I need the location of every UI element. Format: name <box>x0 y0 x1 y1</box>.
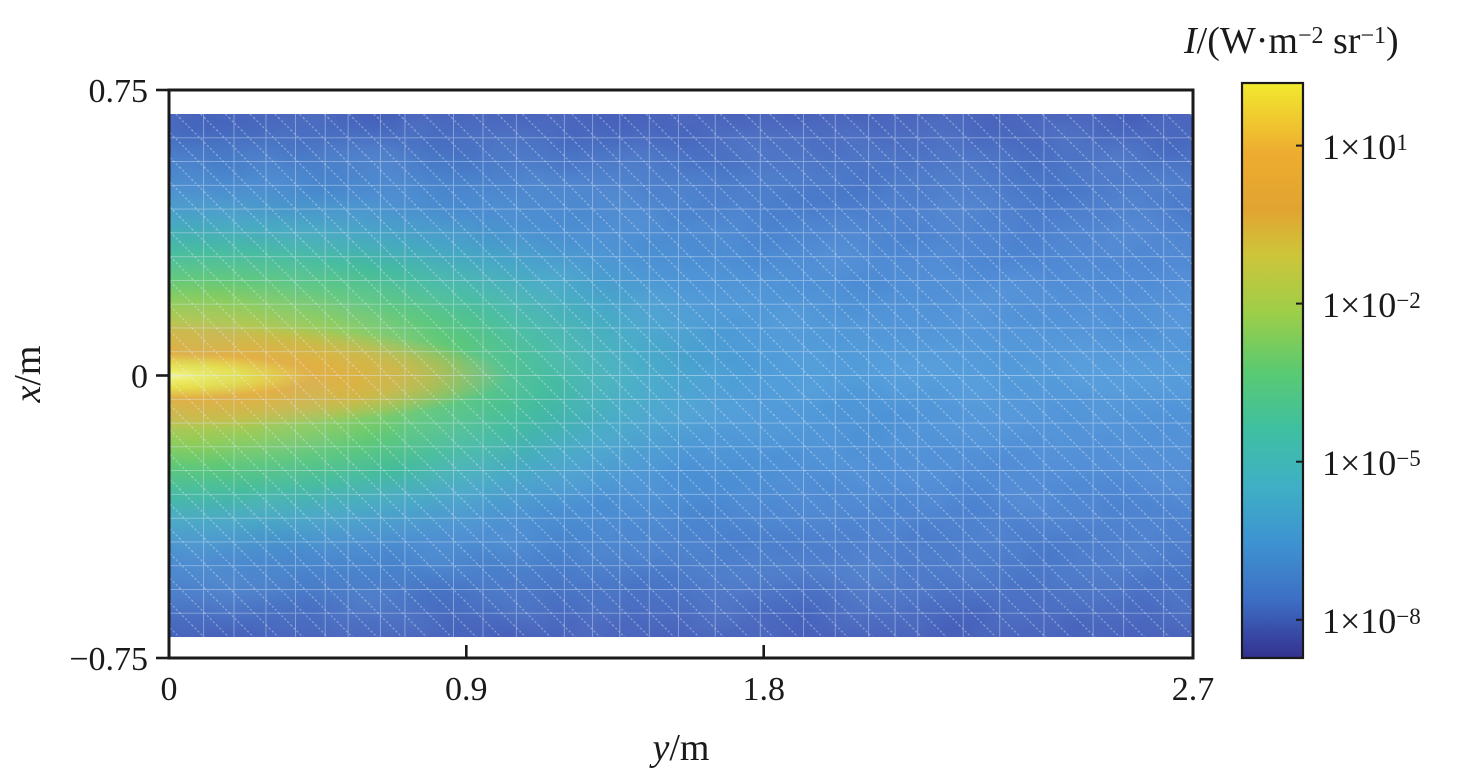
svg-text:0.75: 0.75 <box>89 73 149 110</box>
svg-text:y/m: y/m <box>649 727 710 769</box>
svg-text:x/m: x/m <box>7 346 49 404</box>
svg-text:1×101: 1×101 <box>1322 127 1408 167</box>
svg-text:1×10−2: 1×10−2 <box>1322 285 1421 325</box>
svg-text:1.8: 1.8 <box>742 671 785 708</box>
svg-text:−0.75: −0.75 <box>69 641 148 678</box>
svg-text:1×10−8: 1×10−8 <box>1322 601 1421 641</box>
svg-text:2.7: 2.7 <box>1172 671 1215 708</box>
svg-text:0: 0 <box>161 671 178 708</box>
svg-text:0.9: 0.9 <box>445 671 488 708</box>
svg-text:1×10−5: 1×10−5 <box>1322 443 1421 483</box>
svg-text:I/(W·m−2 sr−1): I/(W·m−2 sr−1) <box>1183 20 1399 62</box>
svg-text:0: 0 <box>131 359 148 396</box>
